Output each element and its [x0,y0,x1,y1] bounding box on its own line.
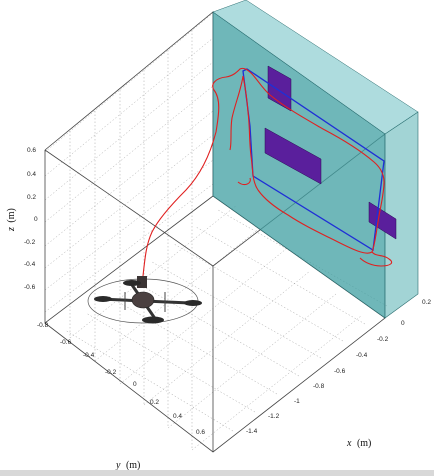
y-tick: 0.6 [196,429,205,436]
x-tick: 0 [401,320,405,327]
y-tick: -0.6 [60,339,72,346]
wall-top-face [212,0,419,135]
y-tick: 0.2 [150,399,159,406]
target-rect-3 [368,201,397,240]
rotor-front [142,316,164,324]
z-axis-label: z (m) [6,208,17,232]
z-tick-labels: 0.6 0.4 0.2 0 -0.2 -0.4 -0.6 [24,147,38,291]
red-trajectory-series [142,67,393,277]
x-tick: -0.8 [313,383,325,390]
x-tick-labels: 0.2 0 -0.2 -0.4 -0.6 -0.8 -1 -1.2 -1.4 [246,299,431,435]
z-tick: 0.4 [27,171,36,178]
trajectories [142,67,393,277]
bottom-border-band [0,470,434,476]
rotor-back [123,280,141,286]
y-axis-label: y (m) [115,460,140,471]
quadrotor-drone [87,276,202,324]
y-tick: 0 [133,381,137,388]
rotor-right [184,300,202,306]
x-tick: -1.4 [246,428,258,435]
target-rect-1 [267,65,292,112]
x-tick: -1.2 [268,413,280,420]
x-tick: -0.4 [356,352,368,359]
z-tick: 0.2 [27,194,36,201]
y-tick: -0.4 [83,352,95,359]
x-tick: -0.2 [377,336,389,343]
x-axis-label: x (m) [346,438,371,449]
x-tick: 0.2 [422,299,431,306]
x-tick: -0.6 [334,368,346,375]
floor-grid [64,204,388,451]
z-tick: -0.2 [24,239,36,246]
z-tick: -0.6 [24,284,36,291]
left-wall-grid [44,12,214,450]
y-tick-labels: -0.8 -0.6 -0.4 -0.2 0 0.2 0.4 0.6 [37,322,205,436]
wall [212,0,419,319]
z-tick: 0.6 [27,147,36,154]
target-rect-2 [264,127,322,185]
y-tick: -0.8 [37,322,49,329]
y-tick: 0.4 [173,413,182,420]
z-tick: 0 [34,216,38,223]
x-tick: -1 [294,398,300,405]
z-tick: -0.4 [24,261,36,268]
y-tick: -0.2 [105,369,117,376]
rotor-left [94,296,112,302]
